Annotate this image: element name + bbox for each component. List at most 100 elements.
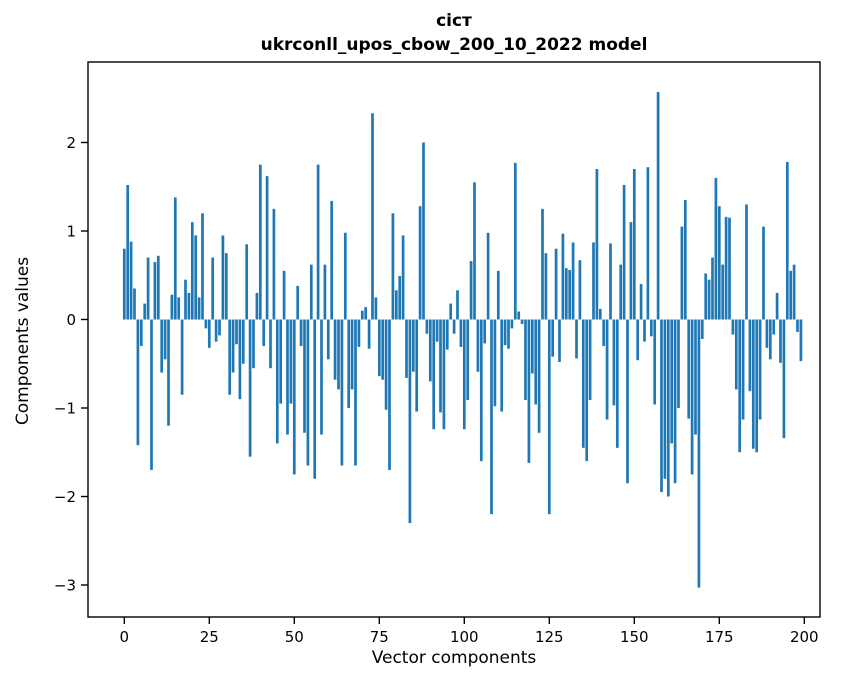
bar bbox=[160, 319, 164, 373]
bar bbox=[228, 319, 232, 395]
bar bbox=[197, 297, 201, 320]
bar bbox=[564, 268, 568, 320]
bar bbox=[340, 319, 344, 466]
bar bbox=[717, 206, 721, 320]
x-tick-label: 75 bbox=[370, 628, 389, 646]
y-tick-label: −1 bbox=[54, 400, 76, 418]
bar bbox=[643, 319, 646, 342]
bar bbox=[350, 319, 354, 390]
bar bbox=[738, 319, 742, 453]
bar bbox=[530, 319, 534, 374]
x-tick-label: 150 bbox=[620, 628, 649, 646]
bar bbox=[303, 319, 306, 433]
bar bbox=[241, 319, 245, 364]
bar bbox=[728, 217, 731, 320]
bar bbox=[394, 290, 398, 320]
bar bbox=[384, 319, 388, 410]
bar bbox=[694, 319, 697, 435]
bar bbox=[347, 319, 351, 408]
plot-frame bbox=[87, 61, 821, 618]
bar bbox=[316, 164, 320, 320]
bar bbox=[765, 319, 769, 348]
bar bbox=[578, 260, 582, 320]
bar bbox=[150, 319, 153, 470]
bars-group bbox=[122, 92, 803, 588]
bar bbox=[748, 319, 752, 392]
bar bbox=[490, 319, 493, 515]
bar bbox=[320, 319, 323, 435]
bar bbox=[680, 226, 684, 320]
chart-title: сіст bbox=[436, 11, 472, 31]
bar bbox=[133, 288, 136, 320]
bar bbox=[581, 319, 585, 448]
bar bbox=[248, 319, 252, 457]
bar bbox=[588, 319, 592, 401]
bar bbox=[418, 206, 422, 320]
bar bbox=[377, 319, 381, 377]
bar bbox=[452, 319, 456, 334]
bar bbox=[707, 279, 711, 320]
bar bbox=[167, 319, 170, 426]
bar bbox=[656, 92, 660, 320]
bar bbox=[422, 142, 425, 320]
bar bbox=[364, 307, 368, 320]
bar bbox=[734, 319, 738, 390]
bar bbox=[541, 208, 544, 320]
bar bbox=[483, 319, 487, 344]
bar bbox=[221, 235, 225, 320]
bar bbox=[469, 261, 473, 320]
bar bbox=[177, 297, 181, 320]
bar bbox=[779, 319, 782, 363]
bar bbox=[173, 197, 177, 320]
bar bbox=[609, 243, 612, 320]
bar bbox=[520, 319, 524, 324]
bar bbox=[796, 319, 799, 332]
bar bbox=[367, 319, 371, 349]
bar bbox=[677, 319, 680, 408]
bar bbox=[704, 273, 708, 320]
bar bbox=[473, 182, 476, 320]
bar bbox=[782, 319, 786, 439]
bar bbox=[592, 242, 595, 320]
bar bbox=[292, 319, 296, 475]
bar bbox=[415, 319, 419, 412]
bar bbox=[762, 226, 765, 320]
bar bbox=[194, 235, 198, 320]
bar bbox=[289, 319, 293, 404]
bar bbox=[799, 319, 803, 362]
x-tick-label: 175 bbox=[705, 628, 734, 646]
x-tick-label: 125 bbox=[535, 628, 564, 646]
bar bbox=[153, 261, 157, 320]
bar bbox=[768, 319, 772, 360]
bar bbox=[690, 319, 694, 475]
bar bbox=[534, 319, 538, 405]
bar bbox=[211, 257, 215, 320]
bar bbox=[449, 303, 453, 320]
x-tick-label: 100 bbox=[450, 628, 479, 646]
bar bbox=[527, 319, 531, 463]
bar bbox=[313, 319, 317, 479]
bar bbox=[605, 319, 609, 420]
bar bbox=[792, 264, 796, 320]
y-tick-label: 0 bbox=[66, 311, 76, 329]
bar bbox=[602, 319, 606, 347]
bar bbox=[466, 319, 470, 401]
bar bbox=[626, 319, 629, 484]
bar bbox=[401, 235, 405, 320]
bar bbox=[666, 319, 670, 497]
bar bbox=[476, 319, 480, 372]
bar bbox=[741, 319, 745, 420]
bar bbox=[187, 292, 191, 320]
bar bbox=[163, 319, 167, 360]
bar bbox=[337, 319, 340, 390]
bar bbox=[615, 319, 619, 448]
bar bbox=[500, 319, 504, 412]
bar bbox=[775, 292, 779, 320]
bar bbox=[279, 319, 283, 404]
y-tick-label: −3 bbox=[54, 577, 76, 595]
bar bbox=[374, 297, 378, 320]
bar bbox=[697, 319, 701, 588]
bar bbox=[554, 248, 558, 320]
bar bbox=[639, 284, 643, 320]
